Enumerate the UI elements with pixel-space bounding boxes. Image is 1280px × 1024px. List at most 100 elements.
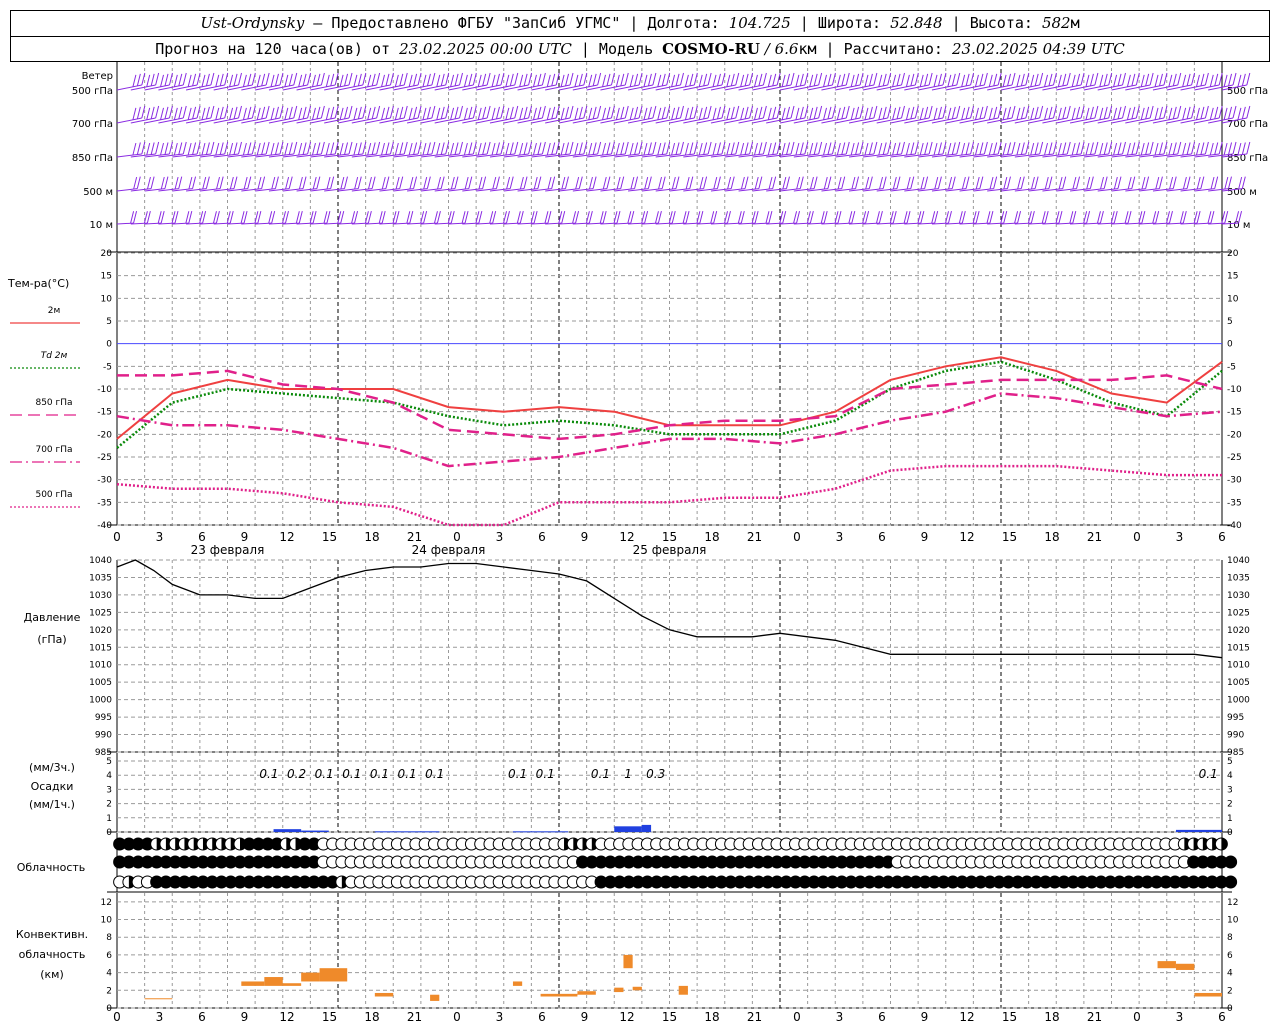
wind-barb xyxy=(807,176,832,192)
pressure-tick-label: 1000 xyxy=(89,696,112,706)
wind-barb-feather xyxy=(868,176,873,189)
wind-barb xyxy=(931,141,961,158)
wind-barb xyxy=(1180,105,1209,124)
wind-barb-feather xyxy=(477,142,482,156)
wind-barb-feather xyxy=(394,142,399,156)
wind-barb-feather xyxy=(519,107,524,120)
wind-barb-feather xyxy=(889,211,894,224)
wind-barb-feather xyxy=(1218,72,1223,86)
wind-barb xyxy=(835,105,864,124)
wind-barb-feather xyxy=(505,74,510,87)
wind-barb-shaft xyxy=(973,117,999,124)
wind-barb-feather xyxy=(887,72,892,86)
wind-barb-feather xyxy=(1179,211,1184,224)
wind-barb-feather xyxy=(295,211,300,224)
wind-barb-feather xyxy=(1099,107,1104,120)
wind-barb-feather xyxy=(495,106,500,120)
wind-barb-feather xyxy=(1030,176,1035,190)
wind-barb-feather xyxy=(753,107,758,120)
wind-barb-feather xyxy=(569,141,574,155)
wind-barb-shaft xyxy=(1194,117,1220,124)
wind-barb-feather xyxy=(841,176,846,189)
wind-barb-feather xyxy=(1100,176,1105,190)
wind-barb xyxy=(655,72,684,91)
wind-barb-feather xyxy=(689,142,694,155)
calc-time: 23.02.2025 04:39 UTC xyxy=(951,40,1125,58)
wind-barb xyxy=(365,72,394,91)
wind-barb-feather xyxy=(1096,211,1101,224)
wind-barb-feather xyxy=(1182,176,1187,190)
wind-barb-feather xyxy=(288,106,293,120)
wind-barb-feather xyxy=(409,176,414,190)
wind-barb-feather xyxy=(703,73,708,87)
wind-barb xyxy=(793,141,823,158)
cloud-symbol xyxy=(1224,855,1238,869)
wind-barb-feather xyxy=(592,142,597,155)
wind-barb-feather xyxy=(528,105,533,119)
wind-barb-feather xyxy=(851,176,856,190)
wind-barb xyxy=(779,210,801,225)
precip-bar xyxy=(641,824,652,832)
wind-barb-feather xyxy=(680,105,684,119)
wind-barb-feather xyxy=(1011,105,1016,119)
wind-barb-feather xyxy=(610,72,615,86)
wind-barb-feather xyxy=(395,210,400,224)
wind-barb-feather xyxy=(1227,176,1232,189)
wind-barb-shaft xyxy=(1111,117,1137,124)
wind-barb-feather xyxy=(1062,73,1067,87)
wind-barb-feather xyxy=(919,142,924,156)
wind-barb-shaft xyxy=(268,117,294,124)
wind-barb-feather xyxy=(546,74,551,87)
wind-barb-feather xyxy=(693,72,698,86)
wind-barb-feather xyxy=(477,74,482,87)
wind-barb xyxy=(904,176,929,192)
conv-bar xyxy=(374,992,394,997)
wind-barb-feather xyxy=(804,105,809,119)
wind-barb-feather xyxy=(436,74,441,87)
wind-barb-feather xyxy=(712,74,717,87)
wind-barb-feather xyxy=(440,106,445,120)
precip-amount-label: 0.1 xyxy=(425,767,444,781)
day-label: 25 февраля xyxy=(633,543,707,557)
pressure-tick-label: 990 xyxy=(95,731,112,741)
wind-barb xyxy=(186,176,210,192)
wind-barb xyxy=(724,105,754,124)
wind-barb xyxy=(130,176,155,192)
wind-barb-feather xyxy=(1214,142,1219,155)
wind-barb-feather xyxy=(726,74,731,87)
precip-amount-label: 0.1 xyxy=(591,767,610,781)
wind-barb-feather xyxy=(1002,74,1007,87)
wind-barb-feather xyxy=(724,211,728,224)
wind-barb xyxy=(407,210,428,225)
wind-barb-feather xyxy=(583,105,588,119)
wind-barb-feather xyxy=(1131,142,1136,155)
time-tick-label: 6 xyxy=(1218,530,1226,544)
wind-barb-feather xyxy=(1113,107,1118,120)
wind-barb-feather xyxy=(261,176,266,189)
wind-barb-feather xyxy=(238,141,242,155)
wind-barb xyxy=(918,176,942,192)
wind-barb-feather xyxy=(855,176,860,189)
wind-barb xyxy=(379,141,408,158)
wind-barb-feather xyxy=(578,73,583,87)
wind-barb xyxy=(1208,176,1232,192)
wind-barb-shaft xyxy=(641,84,667,91)
wind-barb xyxy=(600,72,629,91)
wind-barb xyxy=(434,210,455,225)
wind-barb-shaft xyxy=(379,117,405,124)
wind-barb xyxy=(862,176,887,192)
wind-barb-feather xyxy=(1080,72,1085,86)
wind-barb-feather xyxy=(765,211,770,224)
wind-barb-feather xyxy=(141,105,146,119)
wind-barb-feather xyxy=(279,72,284,86)
wind-barb xyxy=(407,141,436,158)
wind-barb xyxy=(406,105,436,124)
wind-barb-feather xyxy=(781,107,786,120)
wind-barb-shaft xyxy=(351,84,377,91)
wind-barb-feather xyxy=(956,105,961,119)
wind-barb-feather xyxy=(905,142,910,156)
wind-barb-feather xyxy=(983,105,988,119)
wind-barb-feather xyxy=(599,211,604,224)
wind-barb-feather xyxy=(339,74,344,87)
wind-barb-feather xyxy=(864,74,869,87)
